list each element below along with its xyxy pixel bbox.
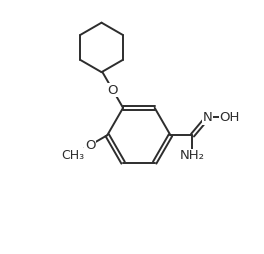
Text: NH₂: NH₂ <box>180 149 205 162</box>
Text: OH: OH <box>219 111 240 124</box>
Text: O: O <box>85 139 95 152</box>
Text: CH₃: CH₃ <box>62 149 84 162</box>
Text: O: O <box>107 84 118 97</box>
Text: N: N <box>203 111 213 124</box>
